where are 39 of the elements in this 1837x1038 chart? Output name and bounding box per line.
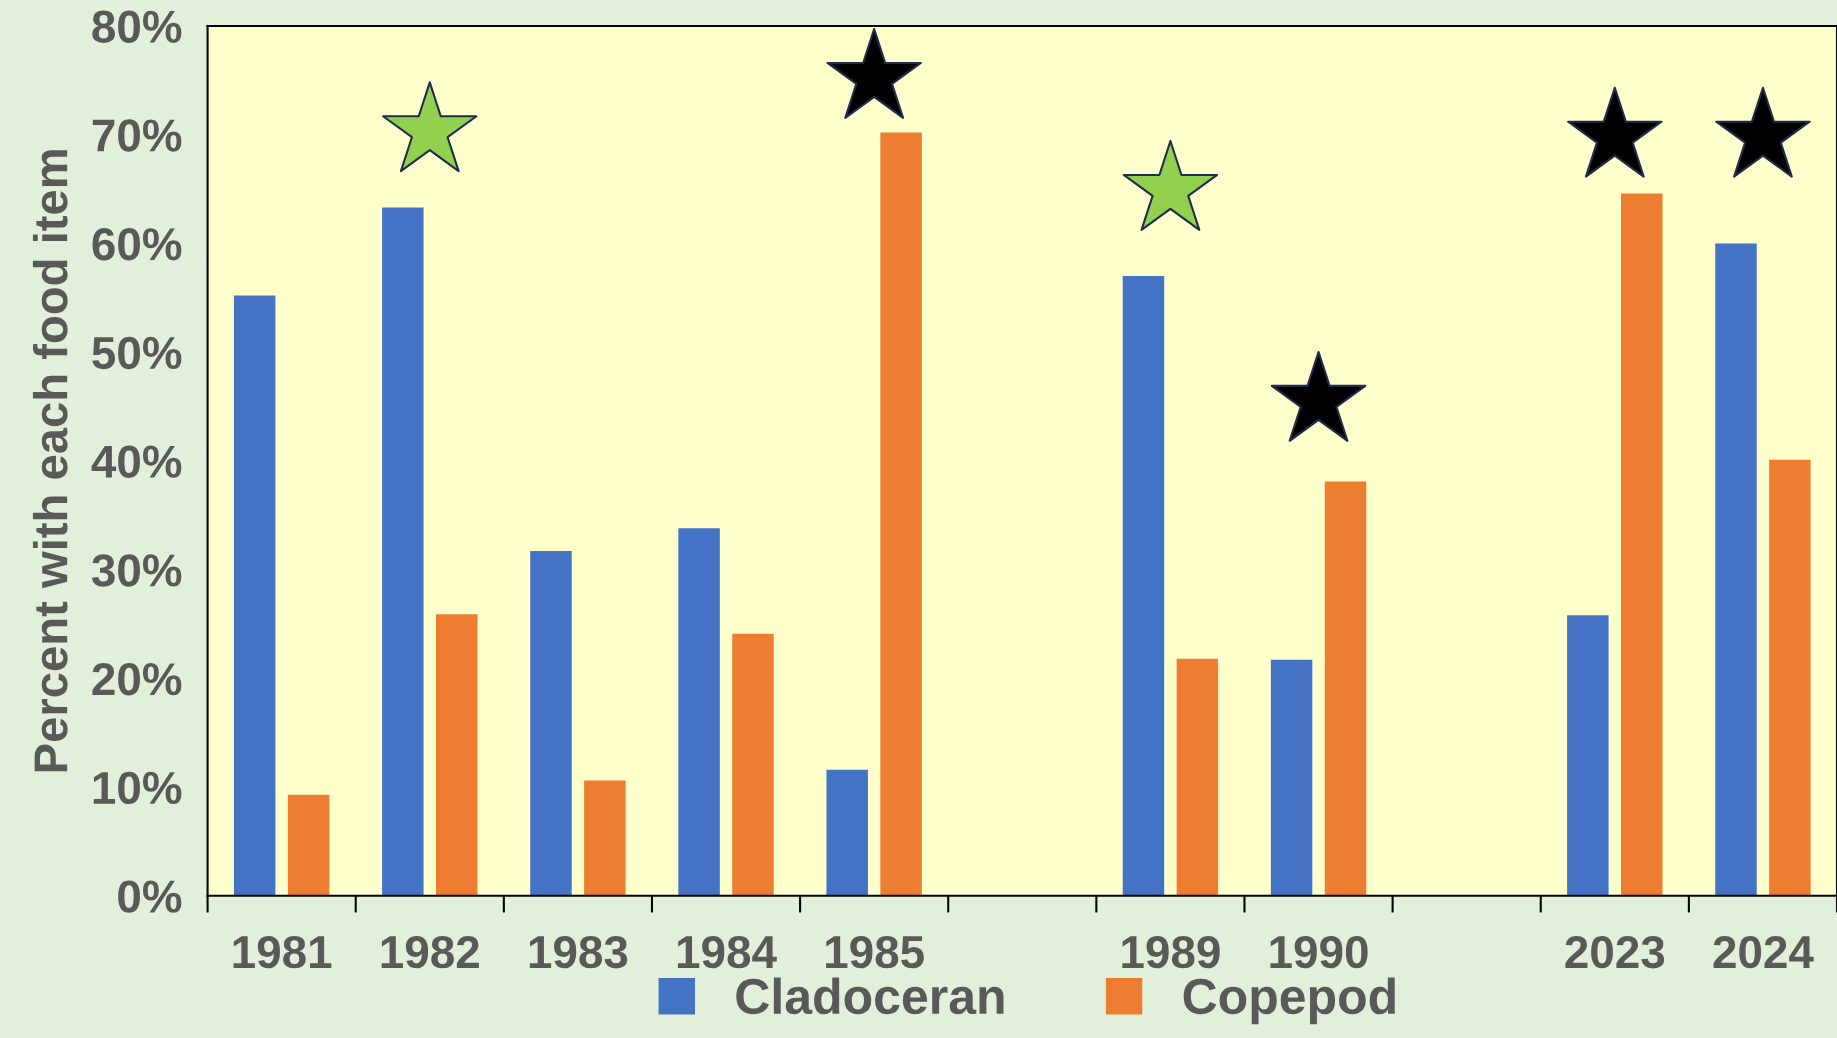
bar: [1324, 481, 1367, 896]
bar: [1270, 659, 1313, 896]
x-tick-label: 2024: [1713, 935, 1814, 969]
bar: [530, 551, 572, 896]
y-tick-label: 70%: [92, 119, 182, 152]
bar: [287, 794, 330, 896]
y-tick-label: 0%: [118, 880, 182, 913]
y-tick-label: 40%: [91, 445, 182, 478]
bar: [678, 528, 720, 896]
bar: [1567, 615, 1609, 896]
bar: [233, 295, 276, 896]
bar: [732, 633, 774, 896]
bar: [1176, 658, 1219, 896]
y-tick-label: 80%: [92, 10, 182, 44]
y-axis-title: Percent with each food item: [32, 150, 68, 772]
y-tick-label: 50%: [92, 336, 182, 370]
bar: [1621, 193, 1663, 896]
legend-label: Cladoceran: [736, 977, 1004, 1015]
x-tick-label: 1983: [529, 935, 628, 969]
bar: [826, 769, 868, 896]
x-tick-label: 1981: [233, 935, 332, 969]
bar: [1769, 459, 1811, 896]
x-tick-label: 1989: [1122, 935, 1220, 969]
x-tick-label: 2023: [1565, 935, 1665, 969]
bar: [1122, 276, 1165, 896]
y-tick-label: 60%: [92, 228, 182, 261]
x-tick-label: 1990: [1270, 935, 1368, 969]
bar: [880, 132, 922, 896]
bar: [382, 207, 424, 896]
bar: [436, 614, 478, 896]
legend-label: Copepod: [1183, 977, 1395, 1025]
x-tick-label: 1985: [826, 935, 924, 969]
y-tick-label: 20%: [92, 662, 182, 696]
bar: [584, 780, 626, 896]
y-tick-label: 30%: [91, 554, 182, 587]
x-tick-label: 1982: [381, 935, 479, 969]
x-tick-label: 1984: [677, 935, 777, 969]
bar: [1715, 243, 1757, 896]
y-tick-label: 10%: [93, 771, 182, 805]
